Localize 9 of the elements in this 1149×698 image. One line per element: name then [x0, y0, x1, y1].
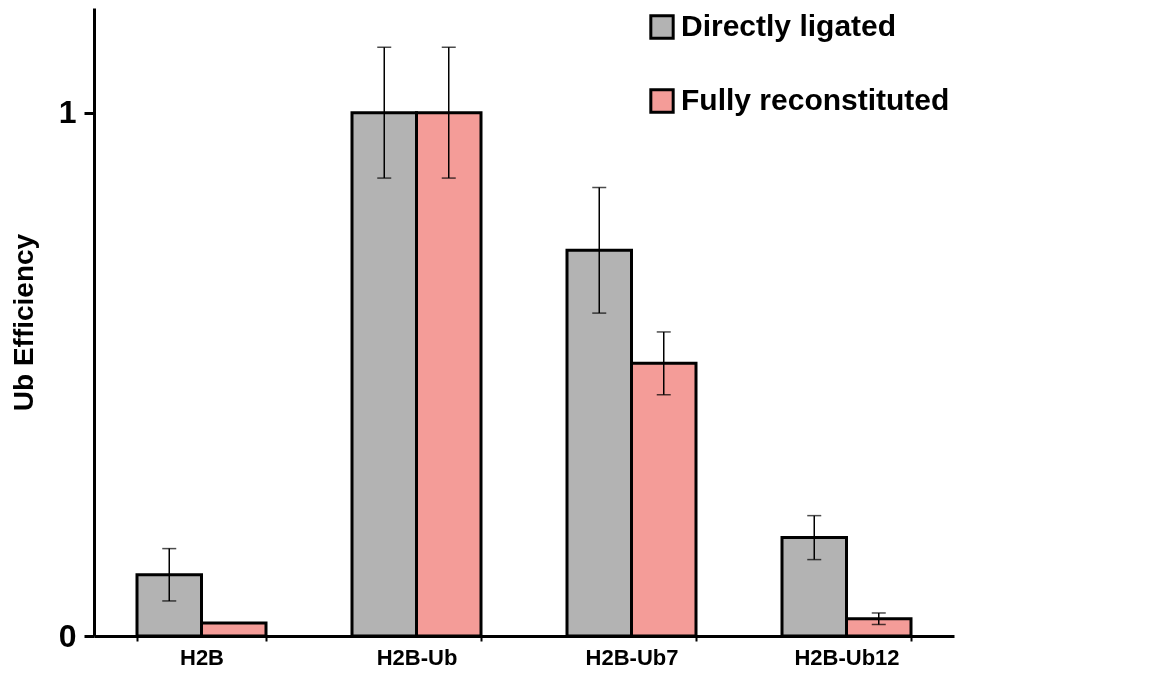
legend-label: Fully reconstituted [681, 83, 950, 116]
y-axis-title: Ub Efficiency [7, 233, 39, 412]
y-tick-label: 0 [58, 617, 77, 654]
legend-label: Directly ligated [681, 9, 897, 42]
x-tick-label: H2B [179, 644, 225, 670]
x-tick-label: H2B-Ub [376, 644, 458, 670]
x-tick-label: H2B-Ub12 [794, 644, 900, 670]
x-tick-label: H2B-Ub7 [585, 644, 679, 670]
y-tick-label: 1 [58, 94, 77, 131]
